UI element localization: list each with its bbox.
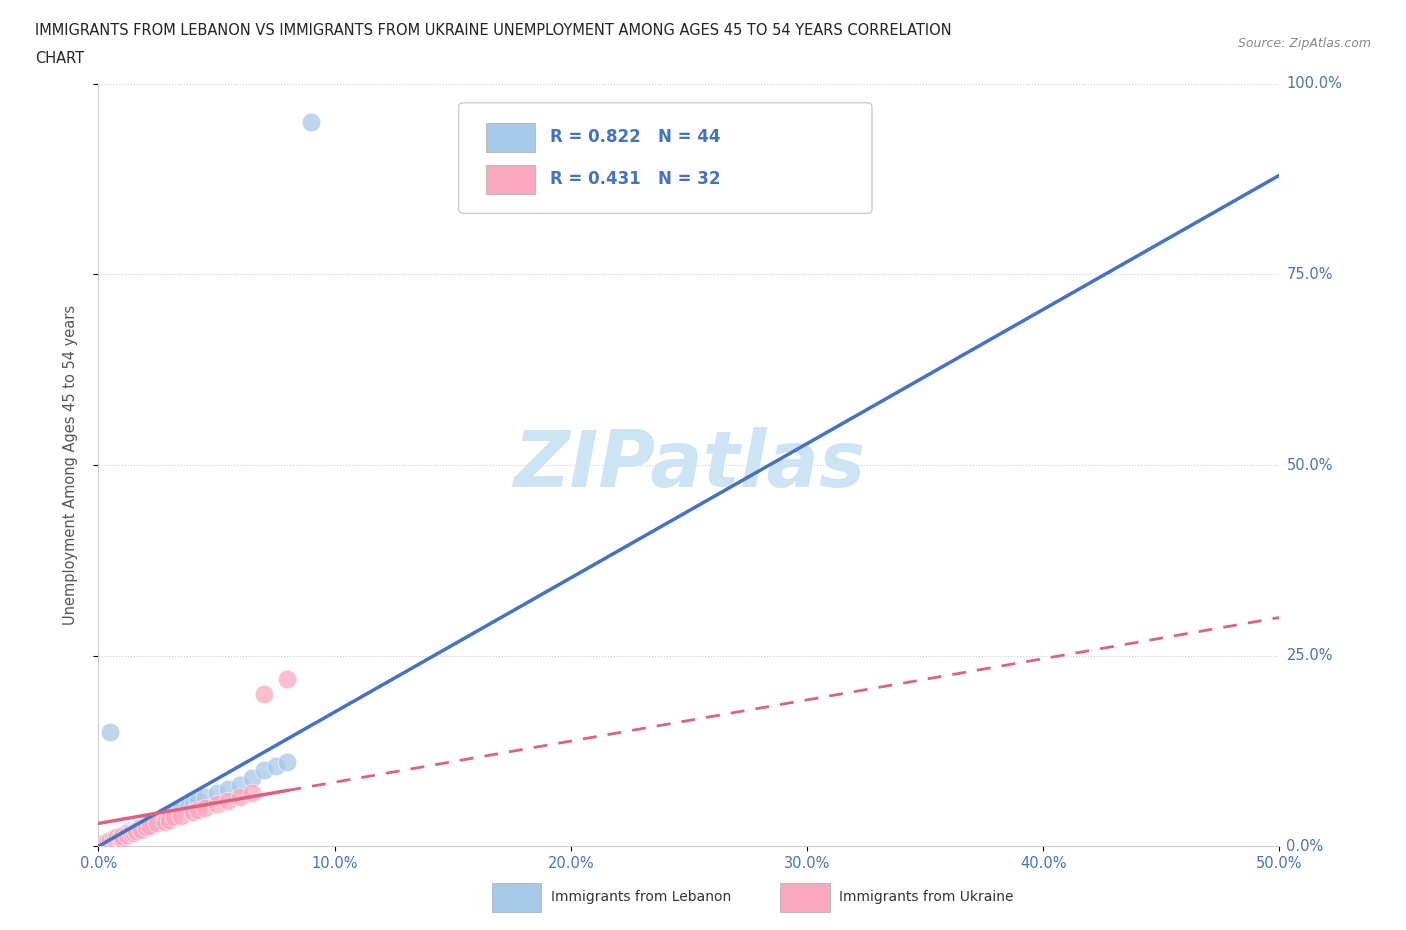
FancyBboxPatch shape (486, 166, 536, 194)
Point (135, 820, 157, 835)
Point (94, 835, 117, 850)
Text: R = 0.822   N = 44: R = 0.822 N = 44 (550, 128, 720, 146)
Text: R = 0.431   N = 32: R = 0.431 N = 32 (550, 170, 720, 188)
FancyBboxPatch shape (458, 103, 872, 213)
Point (276, 671, 298, 686)
Point (118, 824, 141, 839)
Point (122, 825, 145, 840)
Point (170, 808, 193, 823)
Point (121, 824, 143, 839)
Point (194, 790, 217, 804)
Point (108, 829, 131, 844)
Point (104, 831, 127, 846)
Point (94, 835, 117, 850)
Point (217, 793, 239, 808)
Point (146, 812, 169, 827)
Point (194, 801, 217, 816)
Point (163, 804, 186, 819)
Point (122, 824, 145, 839)
Point (94, 836, 117, 851)
Point (105, 830, 128, 844)
Point (111, 831, 134, 846)
Point (181, 804, 204, 819)
Point (253, 686, 276, 701)
Point (111, 828, 134, 843)
Point (135, 817, 157, 832)
Text: 75.0%: 75.0% (1286, 267, 1333, 282)
Point (125, 824, 148, 839)
Point (111, 829, 134, 844)
Point (205, 786, 228, 801)
Point (97, 834, 120, 849)
Point (98, 833, 121, 848)
Point (153, 808, 176, 823)
Text: 25.0%: 25.0% (1286, 648, 1333, 663)
Point (139, 815, 162, 830)
Point (98, 832, 121, 847)
Point (112, 827, 135, 842)
Point (97, 835, 120, 850)
Point (108, 830, 131, 845)
Point (217, 781, 239, 796)
Point (170, 801, 193, 816)
Point (240, 786, 263, 801)
Point (128, 821, 150, 836)
Point (129, 822, 152, 837)
Point (101, 832, 124, 847)
Point (264, 759, 287, 774)
Text: IMMIGRANTS FROM LEBANON VS IMMIGRANTS FROM UKRAINE UNEMPLOYMENT AMONG AGES 45 TO: IMMIGRANTS FROM LEBANON VS IMMIGRANTS FR… (35, 23, 952, 38)
Y-axis label: Unemployment Among Ages 45 to 54 years: Unemployment Among Ages 45 to 54 years (63, 305, 77, 625)
Point (153, 815, 176, 830)
Text: 100.0%: 100.0% (1286, 76, 1343, 91)
Point (98, 724, 121, 739)
Point (91, 836, 114, 851)
Point (157, 808, 180, 823)
Text: Immigrants from Ukraine: Immigrants from Ukraine (839, 889, 1014, 904)
Text: 0.0%: 0.0% (1286, 839, 1323, 854)
FancyBboxPatch shape (486, 124, 536, 153)
Point (105, 830, 128, 845)
Point (177, 799, 200, 814)
Text: CHART: CHART (35, 51, 84, 66)
Point (146, 816, 169, 830)
Point (276, 755, 298, 770)
Point (253, 763, 276, 777)
Point (129, 820, 152, 835)
Point (91, 837, 114, 852)
Point (181, 797, 204, 812)
Point (240, 770, 263, 785)
Point (115, 825, 138, 840)
Point (146, 812, 169, 827)
Point (104, 831, 127, 846)
Point (121, 826, 143, 841)
Point (187, 793, 209, 808)
Point (299, 114, 322, 129)
Point (163, 810, 186, 825)
Point (98, 832, 121, 847)
Point (115, 828, 138, 843)
Point (229, 790, 252, 804)
Point (205, 797, 228, 812)
Text: ZIPatlas: ZIPatlas (513, 427, 865, 503)
Point (187, 803, 209, 817)
Point (101, 832, 124, 847)
Point (115, 825, 138, 840)
Point (105, 830, 128, 844)
Point (139, 818, 162, 833)
Point (157, 812, 180, 827)
Point (97, 834, 120, 849)
Text: Source: ZipAtlas.com: Source: ZipAtlas.com (1237, 37, 1371, 50)
Text: Immigrants from Lebanon: Immigrants from Lebanon (551, 889, 731, 904)
Point (111, 829, 134, 844)
Point (101, 832, 124, 847)
Point (125, 822, 148, 837)
Text: 50.0%: 50.0% (1286, 458, 1333, 472)
Point (229, 777, 252, 792)
